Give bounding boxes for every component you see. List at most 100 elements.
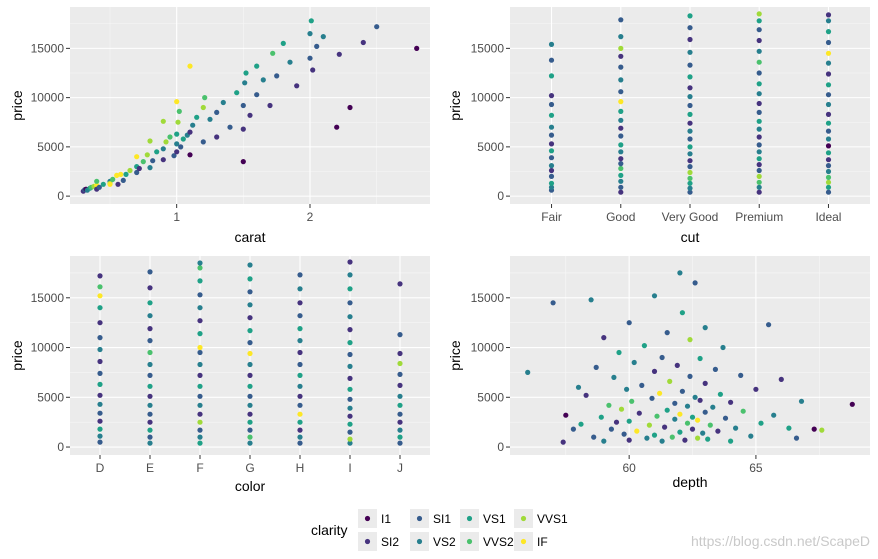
legend-label-vvs1: VVS1 (537, 512, 568, 526)
data-point (756, 118, 762, 124)
data-point (687, 373, 693, 379)
data-point (591, 434, 597, 440)
data-point (618, 89, 624, 95)
data-point (825, 189, 832, 195)
data-point (618, 108, 624, 114)
data-point (97, 381, 103, 387)
data-point (247, 440, 253, 446)
data-point (200, 139, 206, 145)
data-point (187, 129, 193, 135)
legend-swatch (364, 515, 371, 522)
data-point (160, 157, 166, 163)
data-point (687, 111, 693, 117)
data-point (150, 158, 156, 164)
data-point (297, 393, 303, 399)
data-point (672, 400, 678, 406)
y-tick-label: 15000 (471, 41, 505, 55)
data-point (397, 360, 403, 367)
y-tick-label: 5000 (37, 140, 64, 154)
data-point (849, 401, 855, 407)
data-point (197, 361, 203, 368)
data-point (374, 24, 380, 30)
legend-label-i1: I1 (381, 512, 391, 526)
data-point (679, 310, 686, 316)
data-point (114, 172, 120, 178)
data-point (748, 433, 754, 439)
data-point (297, 286, 303, 292)
data-point (147, 349, 153, 356)
data-point (825, 29, 832, 35)
data-point (644, 435, 650, 441)
data-point (687, 102, 693, 109)
data-point (657, 390, 663, 396)
data-point (310, 67, 316, 73)
data-point (715, 428, 721, 434)
data-point (687, 85, 693, 91)
data-point (756, 189, 762, 195)
data-point (197, 402, 203, 408)
legend-label-vs1: VS1 (483, 512, 506, 526)
data-point (756, 81, 762, 87)
data-point (672, 416, 678, 422)
x-tick-label: 60 (622, 461, 636, 475)
data-point (684, 403, 691, 409)
legend-swatch (520, 515, 527, 522)
data-point (94, 178, 100, 184)
data-point (756, 70, 762, 76)
data-point (756, 48, 762, 54)
y-axis-label: price (447, 90, 463, 121)
x-axis-label: cut (681, 229, 700, 245)
data-point (254, 63, 260, 69)
data-point (320, 34, 326, 40)
data-point (197, 411, 203, 417)
data-point (550, 300, 556, 306)
data-point (548, 93, 555, 99)
data-point (197, 372, 203, 378)
data-point (825, 60, 832, 66)
data-point (618, 45, 624, 52)
data-point (154, 149, 160, 155)
data-point (677, 270, 683, 276)
data-point (548, 184, 555, 190)
data-point (97, 358, 103, 365)
data-point (669, 434, 675, 440)
data-point (700, 430, 706, 436)
data-point (107, 181, 113, 187)
y-tick-label: 15000 (31, 291, 65, 305)
data-point (247, 276, 253, 282)
data-point (740, 408, 746, 414)
data-point (687, 158, 693, 164)
data-point (641, 343, 648, 349)
data-point (756, 167, 762, 174)
data-point (548, 180, 555, 186)
data-point (147, 300, 153, 306)
data-point (240, 126, 246, 132)
x-tick-label: G (245, 461, 254, 475)
data-point (334, 124, 340, 130)
data-point (247, 393, 253, 399)
x-tick-label: 65 (749, 461, 763, 475)
data-point (307, 30, 313, 37)
data-point (110, 176, 116, 182)
data-point (280, 40, 286, 47)
data-point (639, 382, 645, 388)
data-point (825, 168, 832, 175)
data-point (167, 134, 173, 140)
data-point (314, 43, 320, 50)
data-point (297, 419, 303, 425)
data-point (297, 427, 303, 433)
data-point (636, 410, 642, 416)
data-point (695, 417, 701, 423)
data-point (194, 114, 200, 120)
x-tick-label: H (296, 461, 305, 475)
data-point (147, 138, 153, 144)
y-tick-label: 15000 (471, 291, 505, 305)
data-point (692, 280, 698, 286)
data-point (618, 17, 624, 23)
y-tick-label: 10000 (471, 91, 505, 105)
data-point (687, 189, 693, 195)
y-tick-label: 0 (497, 189, 504, 203)
data-point (756, 156, 762, 162)
data-point (214, 109, 220, 115)
data-point (634, 428, 640, 434)
